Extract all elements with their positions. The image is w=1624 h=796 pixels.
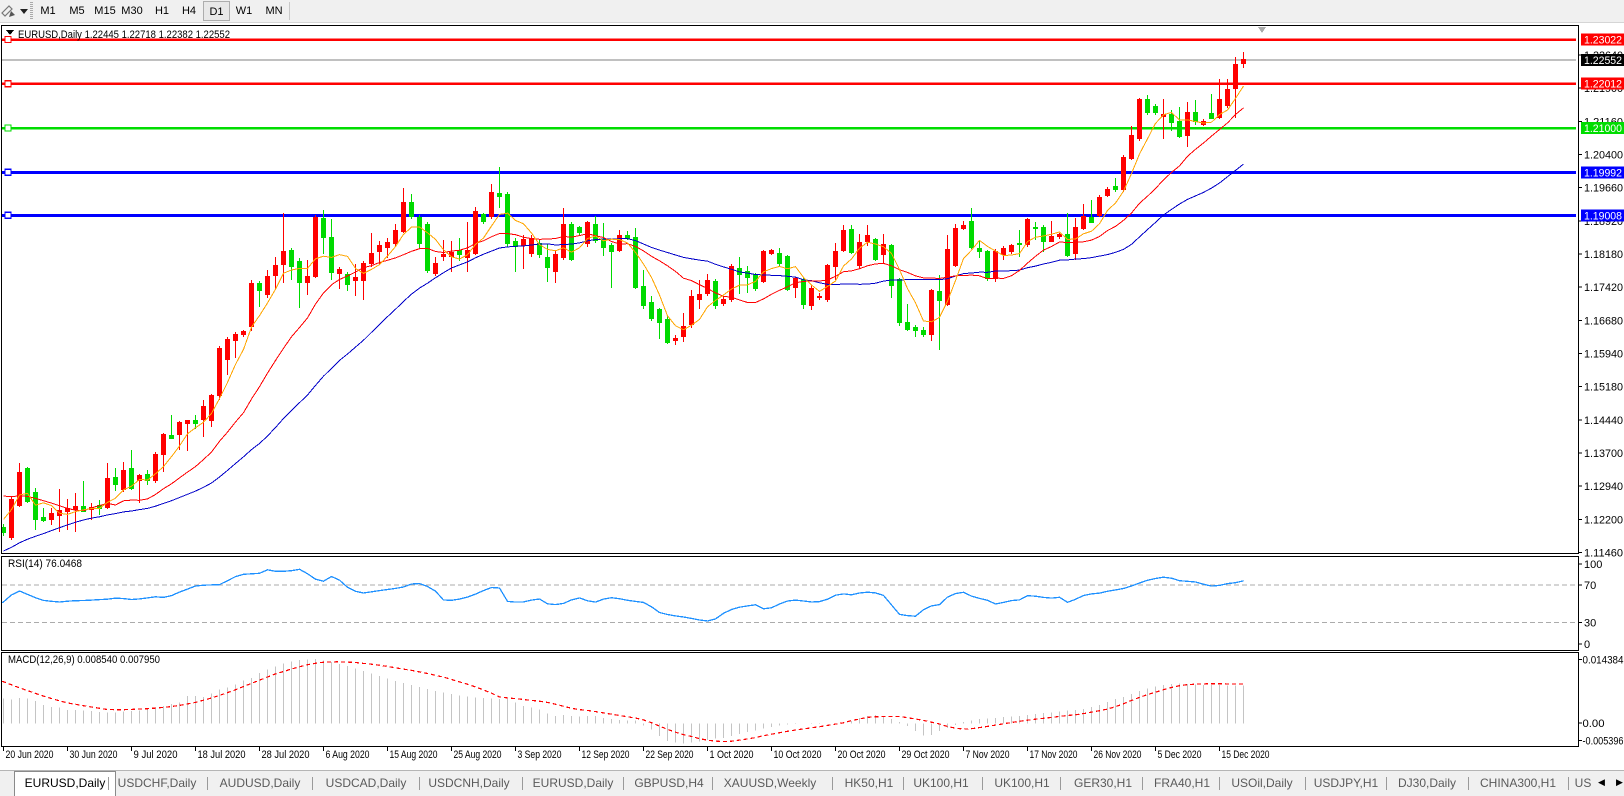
svg-text:1.22552: 1.22552 [1584, 55, 1622, 67]
svg-text:1.17420: 1.17420 [1584, 282, 1623, 294]
svg-text:1.18180: 1.18180 [1584, 249, 1623, 261]
svg-text:5 Dec 2020: 5 Dec 2020 [1158, 749, 1202, 761]
svg-text:1.11460: 1.11460 [1584, 548, 1623, 560]
svg-text:1.19992: 1.19992 [1584, 167, 1622, 179]
svg-text:22 Sep 2020: 22 Sep 2020 [646, 749, 694, 761]
svg-text:25 Aug 2020: 25 Aug 2020 [454, 749, 502, 761]
svg-text:1.15180: 1.15180 [1584, 382, 1623, 394]
svg-text:1 Oct 2020: 1 Oct 2020 [710, 749, 754, 761]
svg-text:100: 100 [1584, 559, 1602, 571]
svg-text:20 Oct 2020: 20 Oct 2020 [838, 749, 886, 761]
svg-text:18 Jul 2020: 18 Jul 2020 [198, 749, 246, 761]
svg-text:15 Aug 2020: 15 Aug 2020 [390, 749, 438, 761]
svg-text:3 Sep 2020: 3 Sep 2020 [518, 749, 562, 761]
svg-text:1.15940: 1.15940 [1584, 349, 1623, 361]
svg-text:6 Aug 2020: 6 Aug 2020 [326, 749, 370, 761]
svg-text:1.13700: 1.13700 [1584, 448, 1623, 460]
svg-text:RSI(14) 76.0468: RSI(14) 76.0468 [8, 558, 82, 570]
svg-text:70: 70 [1584, 580, 1596, 592]
svg-text:1.19660: 1.19660 [1584, 183, 1623, 195]
svg-text:1.22012: 1.22012 [1584, 79, 1622, 91]
svg-text:0.014384: 0.014384 [1583, 655, 1624, 667]
svg-text:0.00: 0.00 [1583, 718, 1605, 730]
svg-text:1.12200: 1.12200 [1584, 514, 1623, 526]
svg-text:7 Nov 2020: 7 Nov 2020 [966, 749, 1010, 761]
svg-text:1.20400: 1.20400 [1584, 150, 1623, 162]
svg-text:12 Sep 2020: 12 Sep 2020 [582, 749, 630, 761]
svg-text:17 Nov 2020: 17 Nov 2020 [1030, 749, 1078, 761]
svg-text:30: 30 [1584, 617, 1596, 629]
svg-text:20 Jun 2020: 20 Jun 2020 [6, 749, 54, 761]
svg-text:1.19008: 1.19008 [1584, 210, 1622, 222]
svg-text:-0.005396: -0.005396 [1583, 735, 1624, 747]
svg-text:1.23022: 1.23022 [1584, 35, 1622, 47]
svg-text:EURUSD,Daily 1.22445 1.22718: EURUSD,Daily 1.22445 1.22718 1.22382 1.2… [18, 29, 230, 41]
svg-text:1.21000: 1.21000 [1584, 123, 1622, 135]
svg-text:9 Jul 2020: 9 Jul 2020 [134, 749, 178, 761]
svg-text:26 Nov 2020: 26 Nov 2020 [1094, 749, 1142, 761]
svg-text:30 Jun 2020: 30 Jun 2020 [70, 749, 118, 761]
svg-text:1.16680: 1.16680 [1584, 315, 1623, 327]
svg-text:10 Oct 2020: 10 Oct 2020 [774, 749, 822, 761]
svg-text:29 Oct 2020: 29 Oct 2020 [902, 749, 950, 761]
svg-text:28 Jul 2020: 28 Jul 2020 [262, 749, 310, 761]
svg-text:1.12940: 1.12940 [1584, 481, 1623, 493]
svg-text:MACD(12,26,9) 0.008540 0.00795: MACD(12,26,9) 0.008540 0.007950 [8, 654, 160, 666]
svg-text:1.14440: 1.14440 [1584, 415, 1623, 427]
svg-text:15 Dec 2020: 15 Dec 2020 [1222, 749, 1270, 761]
svg-text:0: 0 [1584, 639, 1590, 651]
